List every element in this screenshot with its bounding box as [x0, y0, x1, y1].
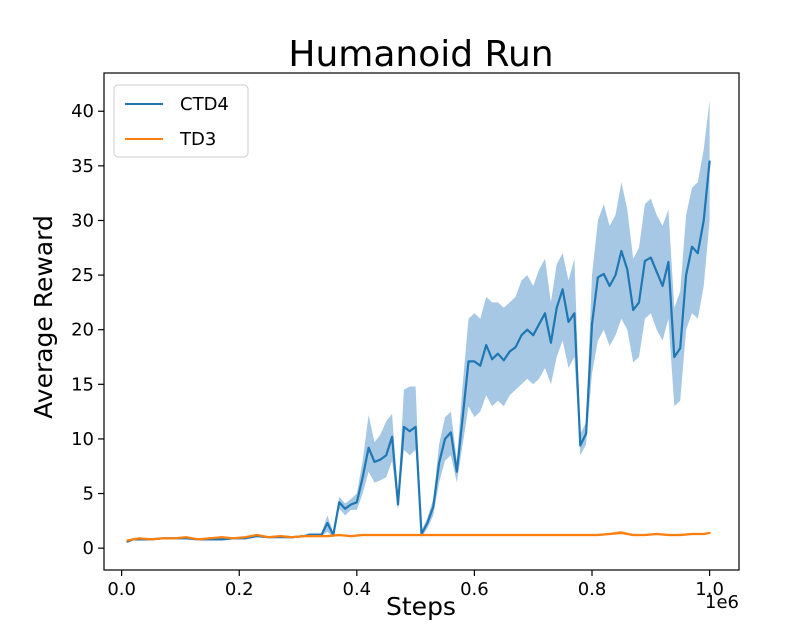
y-tick-label: 0: [83, 538, 94, 559]
x-tick-label: 0.6: [460, 579, 489, 600]
y-tick-label: 20: [71, 320, 94, 341]
x-offset-label: 1e6: [705, 592, 739, 613]
x-tick-label: 0.2: [225, 579, 254, 600]
axes-frame: [103, 72, 740, 571]
y-tick-label: 40: [71, 101, 94, 122]
y-tick-label: 25: [71, 265, 94, 286]
legend-label-ctd4: CTD4: [180, 94, 229, 115]
series-line-td3: [126, 531, 711, 542]
y-axis: 0 5 10 15 20 25 30 35 40: [71, 101, 104, 559]
y-tick-label: 5: [83, 484, 94, 505]
y-tick-label: 10: [71, 429, 94, 450]
x-tick-label: 0.4: [343, 579, 372, 600]
x-axis-label: Steps: [386, 592, 456, 621]
y-axis-label: Average Reward: [29, 215, 58, 419]
y-tick-label: 30: [71, 210, 94, 231]
y-tick-label: 15: [71, 374, 94, 395]
legend-label-td3: TD3: [179, 129, 216, 150]
chart-title: Humanoid Run: [288, 34, 553, 75]
legend: CTD4 TD3: [113, 84, 249, 158]
x-tick-label: 1.0: [695, 579, 724, 600]
plot-area: [126, 100, 711, 543]
x-tick-label: 0.8: [578, 579, 607, 600]
x-axis: 0.0 0.2 0.4 0.6 0.8 1.0: [107, 570, 724, 600]
y-tick-label: 35: [71, 156, 94, 177]
x-tick-label: 0.0: [107, 579, 136, 600]
